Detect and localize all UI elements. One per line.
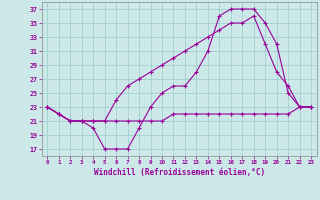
X-axis label: Windchill (Refroidissement éolien,°C): Windchill (Refroidissement éolien,°C) — [94, 168, 265, 177]
